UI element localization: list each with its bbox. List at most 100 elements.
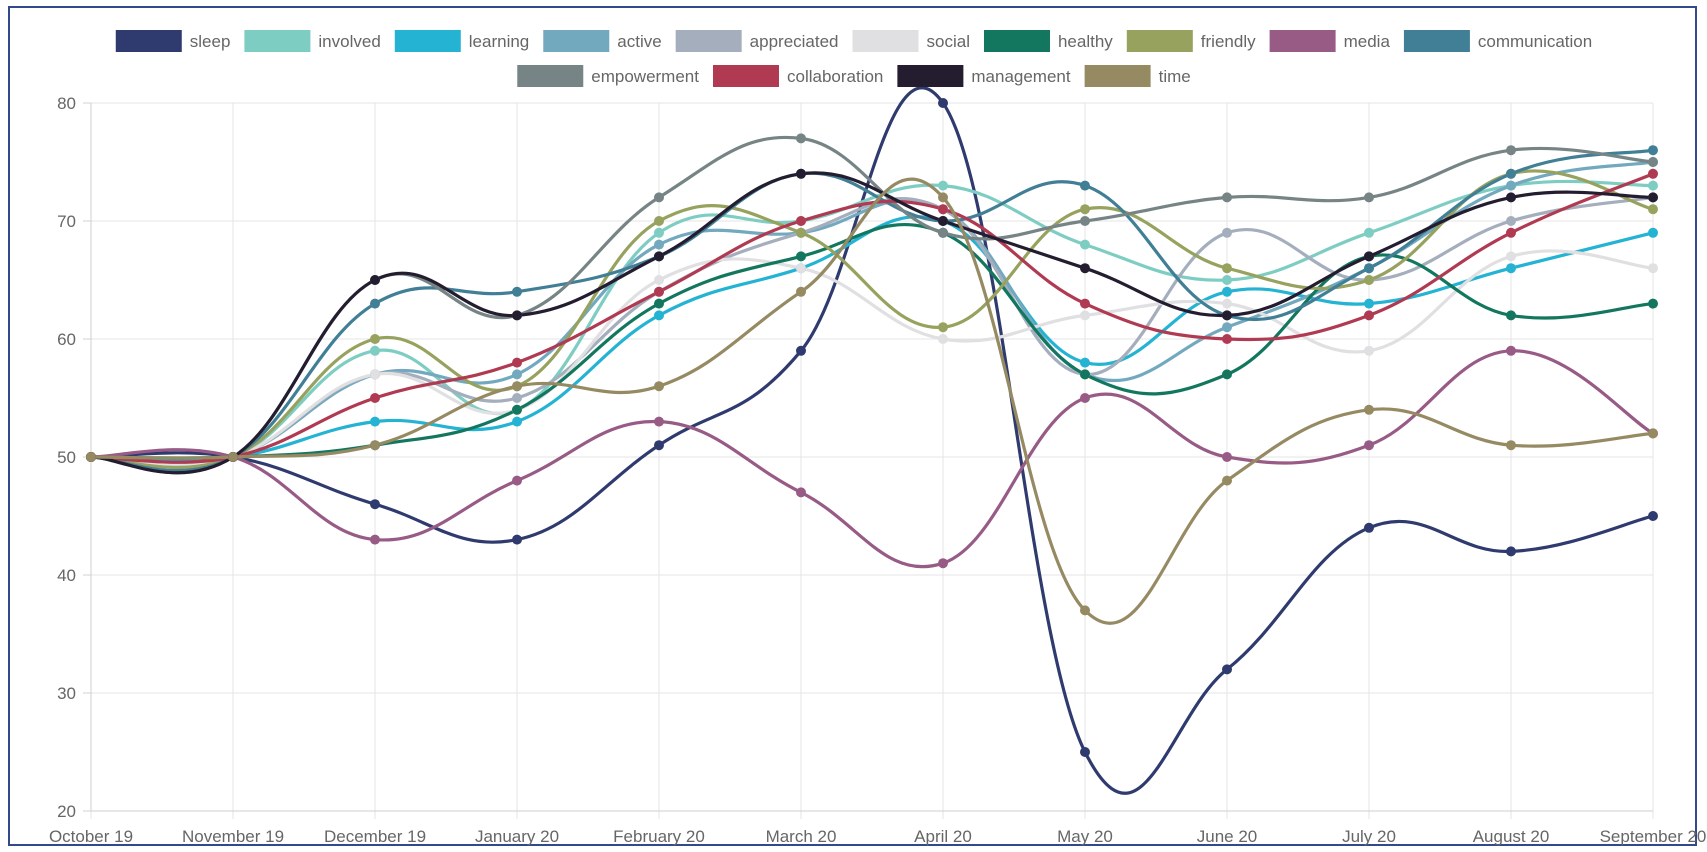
- legend-swatch-learning[interactable]: [394, 30, 461, 52]
- legend-swatch-communication[interactable]: [1403, 30, 1470, 52]
- data-point-management[interactable]: [1506, 192, 1516, 203]
- data-point-empowerment[interactable]: [654, 192, 664, 203]
- data-point-friendly[interactable]: [1364, 275, 1374, 285]
- legend-label-empowerment[interactable]: empowerment: [591, 67, 699, 86]
- legend-label-learning[interactable]: learning: [469, 32, 530, 51]
- legend-label-friendly[interactable]: friendly: [1201, 32, 1256, 51]
- data-point-management[interactable]: [1648, 192, 1658, 203]
- data-point-healthy[interactable]: [654, 298, 664, 309]
- data-point-media[interactable]: [1506, 345, 1516, 356]
- legend-label-time[interactable]: time: [1159, 67, 1191, 86]
- data-point-healthy[interactable]: [512, 404, 522, 415]
- data-point-learning[interactable]: [654, 310, 664, 321]
- data-point-communication[interactable]: [512, 286, 522, 297]
- data-point-appreciated[interactable]: [1506, 216, 1516, 226]
- data-point-social[interactable]: [1222, 298, 1232, 309]
- data-point-friendly[interactable]: [796, 227, 806, 238]
- data-point-collaboration[interactable]: [938, 204, 948, 215]
- data-point-empowerment[interactable]: [1080, 216, 1090, 226]
- data-point-empowerment[interactable]: [1648, 157, 1658, 167]
- data-point-social[interactable]: [938, 334, 948, 344]
- data-point-collaboration[interactable]: [1364, 310, 1374, 321]
- data-point-collaboration[interactable]: [1506, 227, 1516, 238]
- data-point-social[interactable]: [1364, 345, 1374, 356]
- data-point-social[interactable]: [1648, 263, 1658, 274]
- data-point-sleep[interactable]: [1222, 664, 1232, 675]
- data-point-learning[interactable]: [1364, 298, 1374, 309]
- legend-label-active[interactable]: active: [617, 32, 661, 51]
- data-point-media[interactable]: [654, 416, 664, 427]
- legend-label-communication[interactable]: communication: [1478, 32, 1592, 51]
- data-point-sleep[interactable]: [1080, 747, 1090, 757]
- data-point-collaboration[interactable]: [1648, 168, 1658, 179]
- legend-swatch-involved[interactable]: [244, 30, 311, 52]
- data-point-involved[interactable]: [370, 345, 380, 356]
- data-point-collaboration[interactable]: [512, 357, 522, 368]
- data-point-collaboration[interactable]: [1080, 298, 1090, 309]
- legend-swatch-friendly[interactable]: [1126, 30, 1193, 52]
- data-point-healthy[interactable]: [1648, 298, 1658, 309]
- data-point-collaboration[interactable]: [796, 216, 806, 226]
- data-point-healthy[interactable]: [1080, 369, 1090, 380]
- data-point-social[interactable]: [796, 263, 806, 274]
- data-point-time[interactable]: [796, 286, 806, 297]
- data-point-time[interactable]: [1506, 440, 1516, 451]
- data-point-social[interactable]: [1080, 310, 1090, 321]
- legend-label-management[interactable]: management: [971, 67, 1071, 86]
- data-point-social[interactable]: [654, 275, 664, 285]
- data-point-friendly[interactable]: [1648, 204, 1658, 215]
- data-point-sleep[interactable]: [512, 534, 522, 545]
- data-point-learning[interactable]: [1506, 263, 1516, 274]
- data-point-involved[interactable]: [1222, 275, 1232, 285]
- data-point-communication[interactable]: [1648, 145, 1658, 156]
- data-point-time[interactable]: [1222, 475, 1232, 486]
- legend-swatch-sleep[interactable]: [115, 30, 182, 52]
- data-point-management[interactable]: [1222, 310, 1232, 321]
- data-point-learning[interactable]: [370, 416, 380, 427]
- data-point-time[interactable]: [654, 381, 664, 392]
- legend-swatch-time[interactable]: [1084, 65, 1151, 87]
- legend-swatch-management[interactable]: [897, 65, 964, 87]
- data-point-management[interactable]: [654, 251, 664, 262]
- legend-swatch-media[interactable]: [1269, 30, 1336, 52]
- legend-swatch-healthy[interactable]: [983, 30, 1050, 52]
- data-point-management[interactable]: [796, 168, 806, 179]
- data-point-time[interactable]: [1080, 605, 1090, 616]
- data-point-management[interactable]: [512, 310, 522, 321]
- data-point-empowerment[interactable]: [796, 133, 806, 144]
- data-point-sleep[interactable]: [1648, 511, 1658, 521]
- legend-label-sleep[interactable]: sleep: [190, 32, 231, 51]
- data-point-healthy[interactable]: [1222, 369, 1232, 380]
- data-point-sleep[interactable]: [796, 345, 806, 356]
- data-point-empowerment[interactable]: [1506, 145, 1516, 156]
- data-point-communication[interactable]: [1506, 168, 1516, 179]
- legend-label-collaboration[interactable]: collaboration: [787, 67, 883, 86]
- data-point-collaboration[interactable]: [654, 286, 664, 297]
- legend-swatch-active[interactable]: [543, 30, 610, 52]
- data-point-sleep[interactable]: [370, 499, 380, 510]
- data-point-management[interactable]: [370, 275, 380, 285]
- data-point-sleep[interactable]: [1506, 546, 1516, 557]
- legend-label-involved[interactable]: involved: [318, 32, 380, 51]
- data-point-appreciated[interactable]: [1222, 227, 1232, 238]
- data-point-involved[interactable]: [1648, 180, 1658, 191]
- data-point-active[interactable]: [1506, 180, 1516, 191]
- data-point-communication[interactable]: [1364, 263, 1374, 274]
- data-point-collaboration[interactable]: [370, 393, 380, 403]
- data-point-involved[interactable]: [1080, 239, 1090, 250]
- data-point-active[interactable]: [1222, 322, 1232, 333]
- legend-label-media[interactable]: media: [1344, 32, 1391, 51]
- data-point-time[interactable]: [1648, 428, 1658, 439]
- data-point-social[interactable]: [1506, 251, 1516, 262]
- data-point-healthy[interactable]: [796, 251, 806, 262]
- data-point-media[interactable]: [370, 534, 380, 545]
- legend-label-social[interactable]: social: [927, 32, 970, 51]
- data-point-friendly[interactable]: [1080, 204, 1090, 215]
- data-point-active[interactable]: [512, 369, 522, 380]
- data-point-active[interactable]: [654, 239, 664, 250]
- legend-swatch-empowerment[interactable]: [517, 65, 584, 87]
- data-point-friendly[interactable]: [370, 334, 380, 344]
- data-point-sleep[interactable]: [654, 440, 664, 451]
- data-point-media[interactable]: [1222, 452, 1232, 462]
- data-point-empowerment[interactable]: [1222, 192, 1232, 203]
